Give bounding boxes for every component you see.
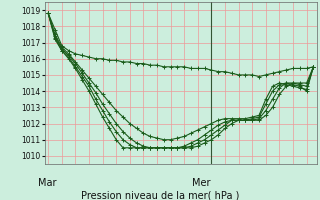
Text: Mar: Mar xyxy=(38,178,57,188)
Text: Pression niveau de la mer( hPa ): Pression niveau de la mer( hPa ) xyxy=(81,190,239,200)
Text: Mer: Mer xyxy=(192,178,211,188)
